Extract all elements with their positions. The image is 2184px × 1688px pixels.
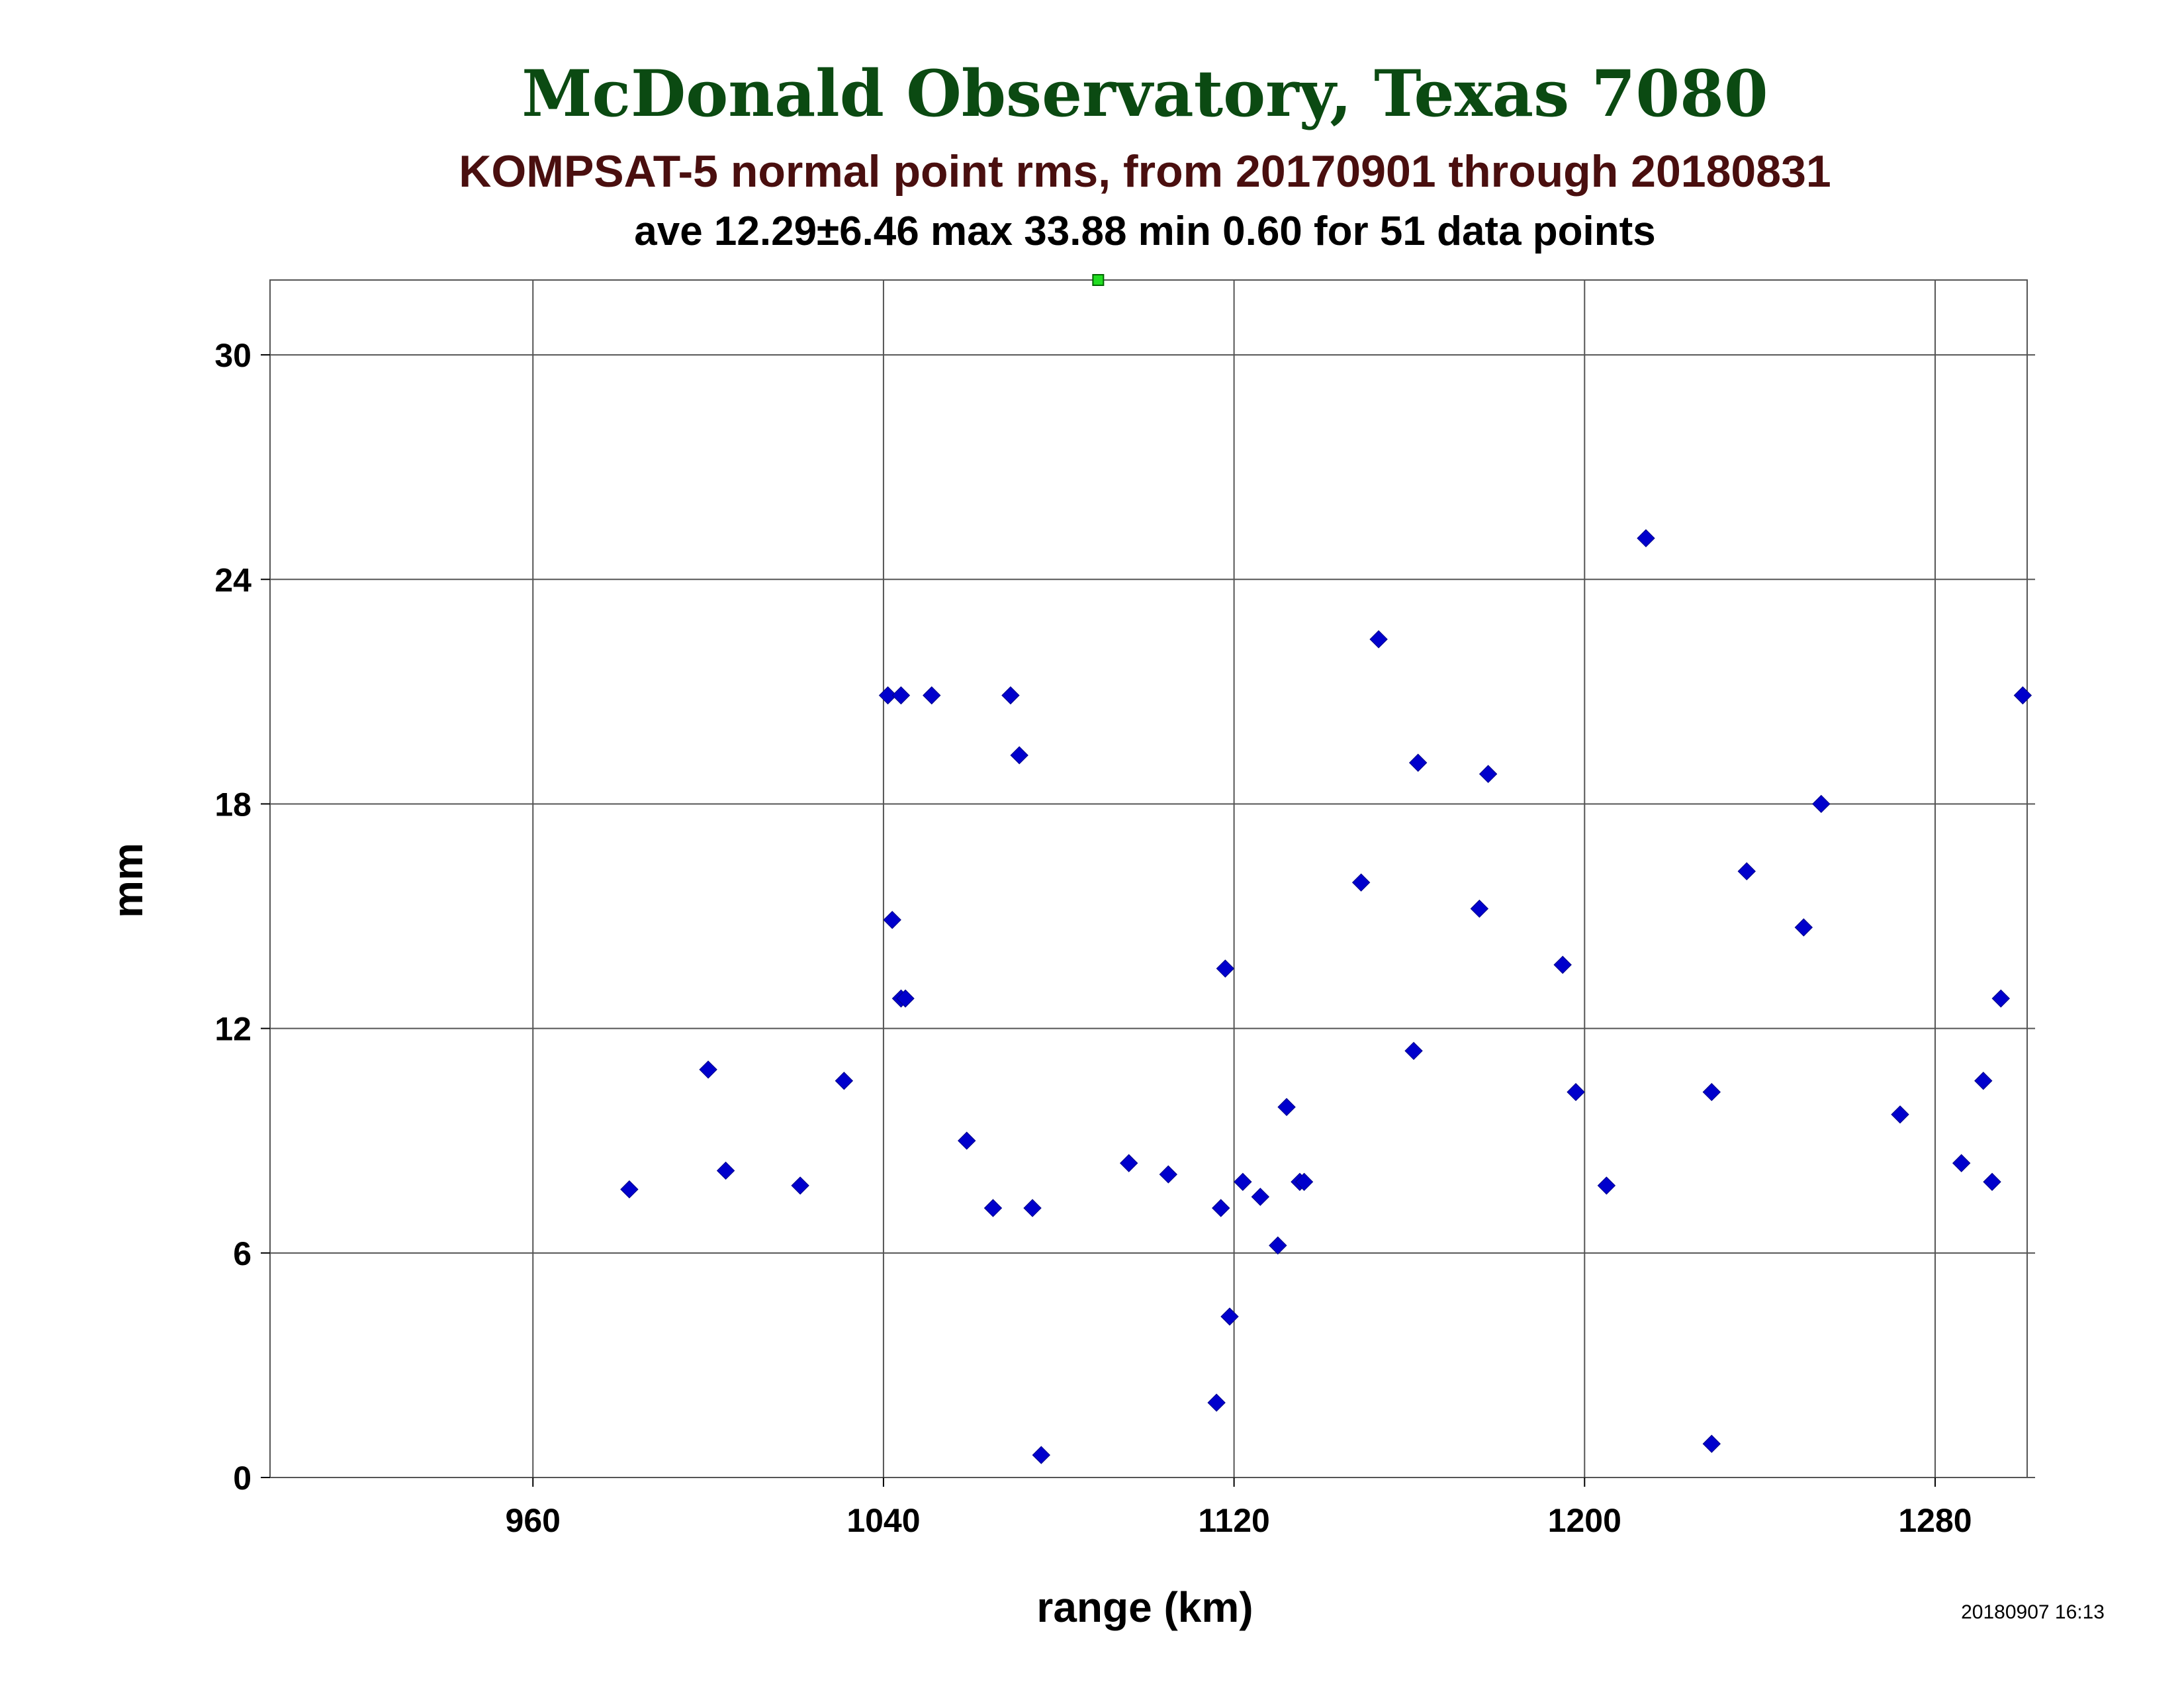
chart-title: McDonald Observatory, Texas 7080 <box>522 56 1768 131</box>
data-point <box>1295 1172 1314 1192</box>
data-point <box>1234 1172 1252 1192</box>
data-point <box>699 1060 717 1079</box>
data-point <box>1983 1172 2001 1192</box>
data-point <box>1277 1098 1296 1117</box>
data-point <box>983 1199 1003 1217</box>
x-tick-label: 1040 <box>846 1502 920 1539</box>
data-point <box>620 1180 639 1199</box>
x-axis-ticks: 960 1040 1120 1200 1280 <box>506 1477 1972 1539</box>
data-point <box>1351 873 1371 892</box>
plot-frame <box>269 279 2028 1478</box>
data-point <box>1597 1176 1616 1195</box>
data-point <box>1001 686 1020 705</box>
x-tick-label: 1120 <box>1198 1502 1269 1539</box>
data-point <box>1212 1199 1230 1217</box>
x-tick-label: 960 <box>506 1502 561 1539</box>
data-point <box>878 686 897 705</box>
data-point <box>1404 1041 1423 1060</box>
data-point <box>1567 1083 1585 1102</box>
data-point <box>1023 1199 1042 1217</box>
timestamp: 20180907 16:13 <box>1961 1601 2105 1623</box>
data-point <box>1369 630 1388 649</box>
y-tick-label: 6 <box>233 1235 251 1272</box>
data-point <box>958 1131 976 1150</box>
y-tick-label: 30 <box>214 337 251 374</box>
data-point <box>1702 1083 1721 1102</box>
outlier-point <box>1092 274 1105 286</box>
y-tick-label: 18 <box>214 786 251 823</box>
data-point <box>1207 1393 1226 1412</box>
data-point <box>1119 1154 1138 1172</box>
y-tick-label: 0 <box>233 1460 251 1497</box>
data-point <box>1637 529 1655 547</box>
data-point <box>1737 862 1756 880</box>
grid <box>270 280 2035 1478</box>
data-point <box>1470 900 1489 918</box>
data-point <box>1220 1307 1239 1326</box>
data-point <box>716 1161 735 1180</box>
data-point <box>1553 955 1572 974</box>
data-point <box>1794 918 1813 937</box>
x-tick-label: 1200 <box>1548 1502 1621 1539</box>
data-point <box>1010 746 1028 765</box>
data-point <box>1479 765 1498 783</box>
data-point <box>891 686 911 705</box>
data-point <box>1952 1154 1971 1172</box>
y-tick-label: 24 <box>214 561 251 598</box>
x-axis-label: range (km) <box>1036 1583 1253 1631</box>
data-point <box>1702 1434 1721 1453</box>
data-point <box>1032 1446 1050 1464</box>
chart-stats-line: ave 12.29±6.46 max 33.88 min 0.60 for 51… <box>634 209 1656 254</box>
data-point <box>1269 1236 1287 1255</box>
data-point <box>1991 989 2010 1008</box>
data-points <box>620 274 2032 1464</box>
data-point <box>1216 959 1235 978</box>
chart-subtitle: KOMPSAT-5 normal point rms, from 2017090… <box>459 146 1831 197</box>
data-point <box>2013 686 2032 705</box>
y-axis-ticks: 0 6 12 18 24 30 <box>214 337 270 1497</box>
data-point <box>835 1072 854 1090</box>
data-point <box>791 1176 809 1195</box>
data-point <box>1974 1072 1993 1090</box>
data-point <box>896 989 915 1008</box>
x-tick-label: 1280 <box>1898 1502 1972 1539</box>
data-point <box>923 686 941 705</box>
data-point <box>1159 1165 1178 1184</box>
data-point <box>1891 1105 1909 1124</box>
data-point <box>1408 753 1428 772</box>
data-point <box>883 910 901 929</box>
data-point <box>1251 1188 1270 1206</box>
data-point <box>1812 794 1831 814</box>
y-tick-label: 12 <box>214 1011 251 1048</box>
y-axis-label: mm <box>104 843 152 918</box>
